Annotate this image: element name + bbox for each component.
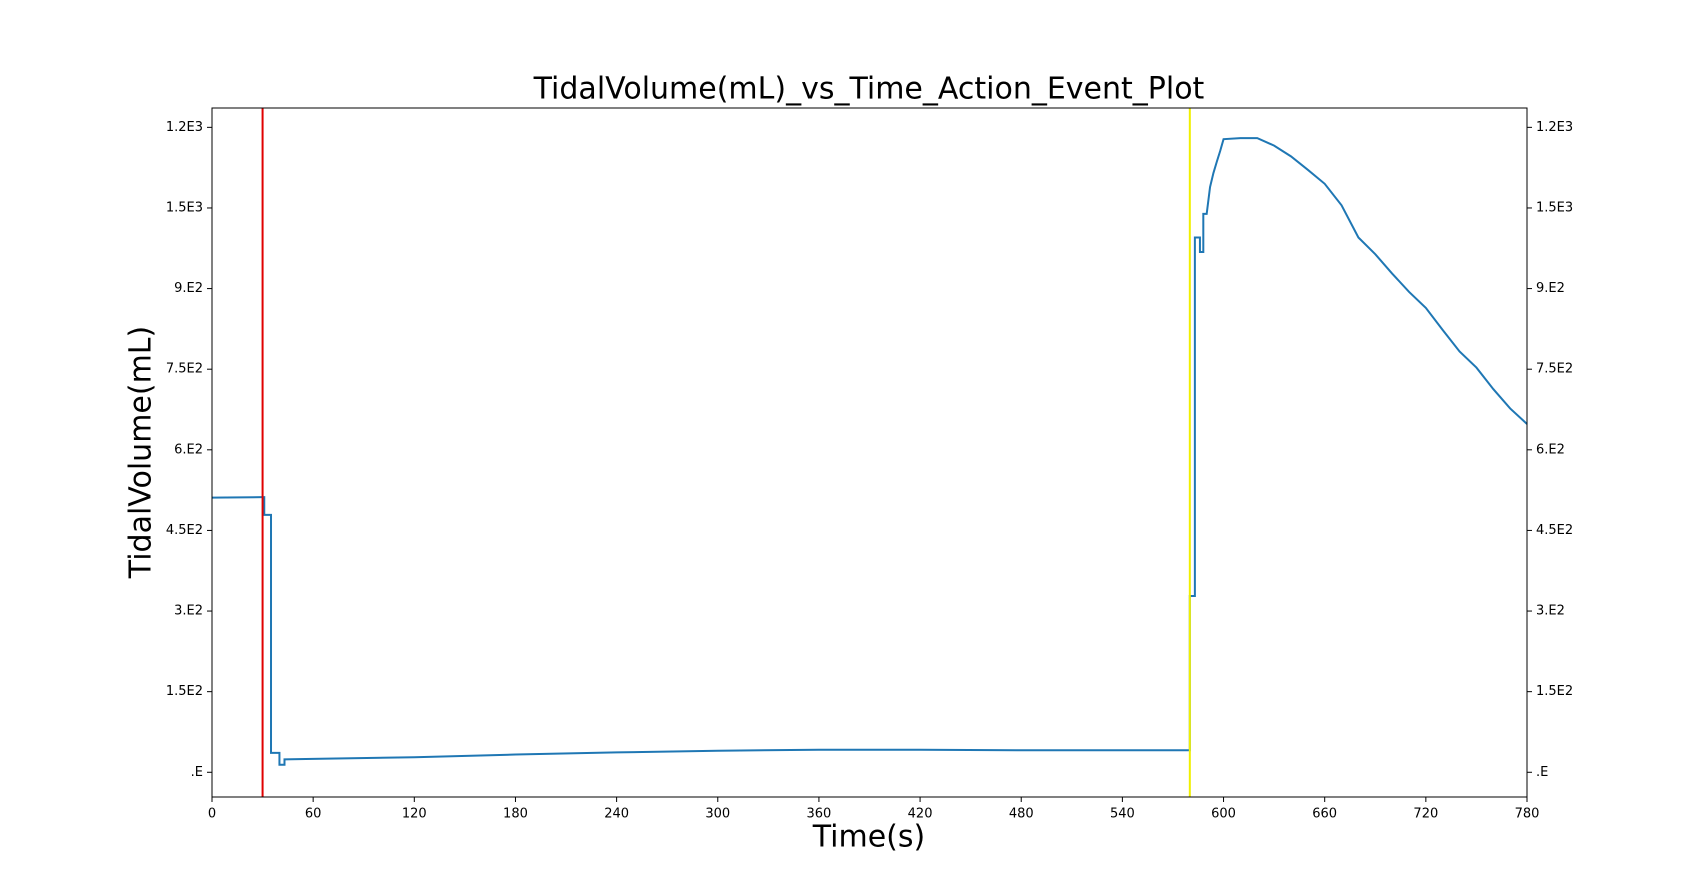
y-tick-label: 1.5E2 — [166, 684, 203, 699]
plot-frame — [211, 107, 1528, 798]
y-tick-label: 6.E2 — [174, 442, 203, 457]
y2-tick-label: 4.5E2 — [1536, 523, 1573, 538]
chart-title: TidalVolume(mL)_vs_Time_Action_Event_Plo… — [533, 72, 1205, 107]
y-tick-label: .E — [191, 765, 203, 780]
x-axis-label: Time(s) — [812, 820, 925, 855]
x-tick-label: 420 — [908, 807, 933, 822]
y2-tick-label: 3.E2 — [1536, 604, 1565, 619]
y-tick-label: 4.5E2 — [166, 523, 203, 538]
x-tick-label: 540 — [1110, 807, 1135, 822]
y-axis-label: TidalVolume(mL) — [124, 326, 159, 579]
y-tick-label: 1.5E3 — [166, 200, 203, 215]
x-tick-label: 660 — [1312, 807, 1337, 822]
x-tick-label: 600 — [1211, 807, 1236, 822]
y-tick-label: 3.E2 — [174, 604, 203, 619]
x-tick-label: 780 — [1515, 807, 1540, 822]
x-tick-label: 360 — [807, 807, 832, 822]
y2-tick-label: 1.5E2 — [1536, 684, 1573, 699]
x-tick-label: 720 — [1413, 807, 1438, 822]
data-line — [211, 137, 1528, 766]
y2-tick-label: 6.E2 — [1536, 442, 1565, 457]
y-tick-label: 7.5E2 — [166, 362, 203, 377]
x-tick-label: 180 — [503, 807, 528, 822]
y-tick-label: 9.E2 — [174, 281, 203, 296]
x-tick-label: 60 — [305, 807, 322, 822]
x-tick-label: 240 — [604, 807, 629, 822]
x-tick-label: 120 — [402, 807, 427, 822]
x-tick-label: 480 — [1009, 807, 1034, 822]
x-tick-label: 0 — [208, 807, 216, 822]
x-tick-label: 300 — [705, 807, 730, 822]
y2-tick-label: 7.5E2 — [1536, 362, 1573, 377]
y2-tick-label: 1.5E3 — [1536, 200, 1573, 215]
y-tick-label: 1.2E3 — [166, 120, 203, 135]
y2-tick-label: 1.2E3 — [1536, 120, 1573, 135]
y2-tick-label: .E — [1536, 765, 1548, 780]
y2-tick-label: 9.E2 — [1536, 281, 1565, 296]
